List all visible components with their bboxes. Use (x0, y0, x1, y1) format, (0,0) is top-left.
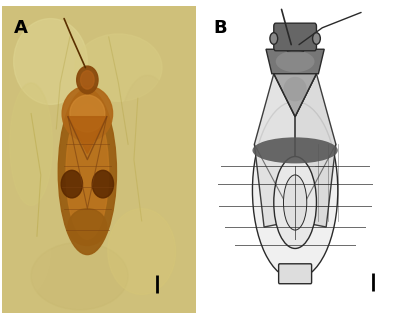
Ellipse shape (92, 170, 114, 198)
FancyBboxPatch shape (274, 23, 316, 51)
Ellipse shape (270, 33, 278, 44)
Ellipse shape (10, 83, 52, 205)
Ellipse shape (31, 242, 128, 310)
FancyBboxPatch shape (279, 264, 312, 284)
Polygon shape (295, 74, 336, 227)
Ellipse shape (252, 101, 338, 279)
Ellipse shape (276, 51, 314, 72)
Ellipse shape (284, 175, 307, 230)
Ellipse shape (61, 170, 82, 198)
Ellipse shape (66, 104, 109, 239)
Ellipse shape (0, 205, 50, 298)
Text: B: B (214, 19, 227, 37)
Ellipse shape (312, 33, 320, 44)
Ellipse shape (274, 156, 316, 248)
Polygon shape (274, 74, 316, 117)
Ellipse shape (70, 95, 105, 132)
Ellipse shape (68, 209, 107, 246)
Ellipse shape (118, 75, 177, 213)
Ellipse shape (75, 34, 162, 101)
Polygon shape (68, 117, 107, 154)
Ellipse shape (14, 19, 87, 104)
Ellipse shape (77, 66, 98, 94)
Ellipse shape (252, 137, 338, 163)
Polygon shape (254, 74, 295, 227)
Ellipse shape (62, 86, 112, 141)
Polygon shape (266, 49, 324, 74)
Ellipse shape (284, 77, 307, 101)
Ellipse shape (108, 209, 176, 295)
Text: A: A (14, 19, 28, 37)
Bar (287, 40, 303, 51)
Ellipse shape (80, 71, 94, 89)
Ellipse shape (58, 89, 116, 255)
